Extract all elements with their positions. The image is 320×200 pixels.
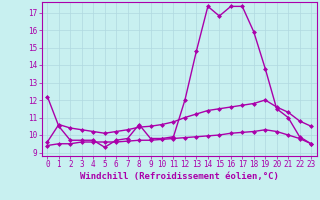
X-axis label: Windchill (Refroidissement éolien,°C): Windchill (Refroidissement éolien,°C) bbox=[80, 172, 279, 181]
